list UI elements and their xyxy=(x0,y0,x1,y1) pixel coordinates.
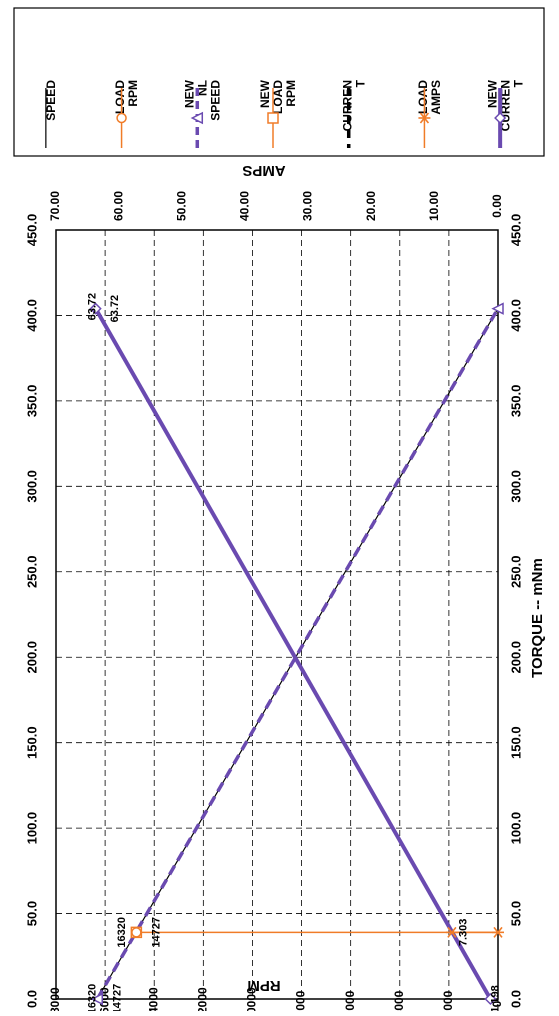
star-stroke xyxy=(493,926,503,938)
new-current-marker xyxy=(484,992,497,1006)
torque-tick-label-right: 100.0 xyxy=(508,812,523,845)
torque-tick-label-left: 300.0 xyxy=(24,470,39,503)
legend-label: SPEED xyxy=(44,80,58,121)
data-label: 1.198 xyxy=(489,985,501,1011)
legend-item-load-rpm: LOAD RPM xyxy=(113,80,140,148)
legend-item-new-current: NEW CURREN T xyxy=(485,79,525,148)
torque-tick-label-right: 450.0 xyxy=(508,214,523,247)
x-axis-title: TORQUE -- mNm xyxy=(529,558,546,678)
legend-swatch-marker xyxy=(190,111,204,125)
legend-label: NEW xyxy=(182,79,196,108)
data-label: 16320 xyxy=(116,917,128,948)
legend-swatch-marker xyxy=(116,112,127,124)
rpm-tick-label: 10000 xyxy=(245,987,259,1011)
rpm-tick-label: 6000 xyxy=(343,990,357,1011)
legend-label: RPM xyxy=(126,80,140,107)
legend-item-new-load: NEW LOAD RPM xyxy=(258,79,298,148)
legend-label: T xyxy=(353,79,367,87)
legend-label: RPM xyxy=(284,80,298,107)
torque-tick-label-right: 300.0 xyxy=(508,470,523,503)
rpm-tick-label: 0 xyxy=(490,1000,504,1007)
plot-area xyxy=(55,229,499,1000)
load-rpm-marker xyxy=(131,927,142,938)
torque-tick-label-right: 400.0 xyxy=(508,299,523,332)
legend-label: LOAD xyxy=(416,80,430,114)
rpm-tick-label: 8000 xyxy=(294,990,308,1011)
torque-tick-label-left: 250.0 xyxy=(24,556,39,589)
data-label: 63.72 xyxy=(87,293,99,321)
load-amps-marker xyxy=(445,926,458,938)
data-label: 14727 xyxy=(151,917,163,948)
amps-tick-label: 10.00 xyxy=(427,191,441,221)
series-new-nl-speed-line xyxy=(95,307,500,1000)
amps-axis-title: AMPS xyxy=(242,162,285,179)
data-label: 7.303 xyxy=(458,919,470,947)
series-new-current-line xyxy=(93,307,493,1000)
new-current-marker xyxy=(89,302,102,315)
legend-label: NEW xyxy=(258,79,272,108)
new-nl-speed-marker xyxy=(90,992,104,1006)
torque-tick-label-left: 200.0 xyxy=(24,641,39,674)
torque-tick-label-right: 50.0 xyxy=(508,901,523,926)
rpm-tick-label: 14000 xyxy=(146,987,160,1011)
torque-tick-label-left: 150.0 xyxy=(24,726,39,759)
rpm-tick-label: 18000 xyxy=(48,987,62,1011)
rpm-axis-title: RPM xyxy=(247,977,280,994)
legend-label: AMPS xyxy=(429,80,443,115)
amps-tick-label: 30.00 xyxy=(301,191,315,221)
load-amps-marker xyxy=(492,926,504,938)
rpm-tick-label: 4000 xyxy=(392,990,406,1011)
torque-tick-label-left: 350.0 xyxy=(24,385,39,418)
torque-tick-label-right: 200.0 xyxy=(508,641,523,674)
legend-label: LOAD xyxy=(271,80,285,114)
torque-tick-label-right: 0.0 xyxy=(508,990,523,1008)
torque-tick-label-right: 250.0 xyxy=(508,556,523,589)
legend-label: LOAD xyxy=(113,80,127,114)
rpm-tick-label: 2000 xyxy=(441,990,455,1011)
legend-swatch-marker xyxy=(267,112,279,124)
data-label: 14727 xyxy=(111,984,123,1011)
legend-item-load-amps: LOAD AMPS xyxy=(416,80,443,148)
torque-tick-label-left: 50.0 xyxy=(24,901,39,926)
star-stroke xyxy=(447,926,457,938)
amps-tick-label: 40.00 xyxy=(238,191,252,221)
legend-label: NEW xyxy=(485,79,499,108)
torque-tick-label-right: 350.0 xyxy=(508,385,523,418)
rpm-tick-label: 12000 xyxy=(196,987,210,1011)
legend-label: T xyxy=(511,79,525,87)
amps-tick-label: 0.00 xyxy=(490,194,504,218)
legend-box xyxy=(13,7,545,157)
new-nl-speed-marker xyxy=(491,302,504,315)
torque-tick-label-left: 100.0 xyxy=(24,812,39,845)
amps-tick-label: 70.00 xyxy=(48,191,62,221)
torque-tick-label-left: 0.0 xyxy=(24,990,39,1008)
torque-tick-label-right: 150.0 xyxy=(508,726,523,759)
legend-item-speed: SPEED xyxy=(44,80,58,148)
legend-swatch-marker xyxy=(494,111,507,125)
torque-tick-label-left: 400.0 xyxy=(24,299,39,332)
amps-tick-label: 60.00 xyxy=(111,191,125,221)
data-label: 63.72 xyxy=(109,295,121,323)
amps-tick-label: 50.00 xyxy=(174,191,188,221)
data-label: 16320 xyxy=(87,984,99,1011)
legend-item-new-nl: NEW NL SPEED xyxy=(182,79,222,148)
legend-swatch-marker xyxy=(419,112,430,124)
torque-tick-label-left: 450.0 xyxy=(24,214,39,247)
amps-tick-label: 20.00 xyxy=(364,191,378,221)
legend-label: SPEED xyxy=(208,80,222,121)
